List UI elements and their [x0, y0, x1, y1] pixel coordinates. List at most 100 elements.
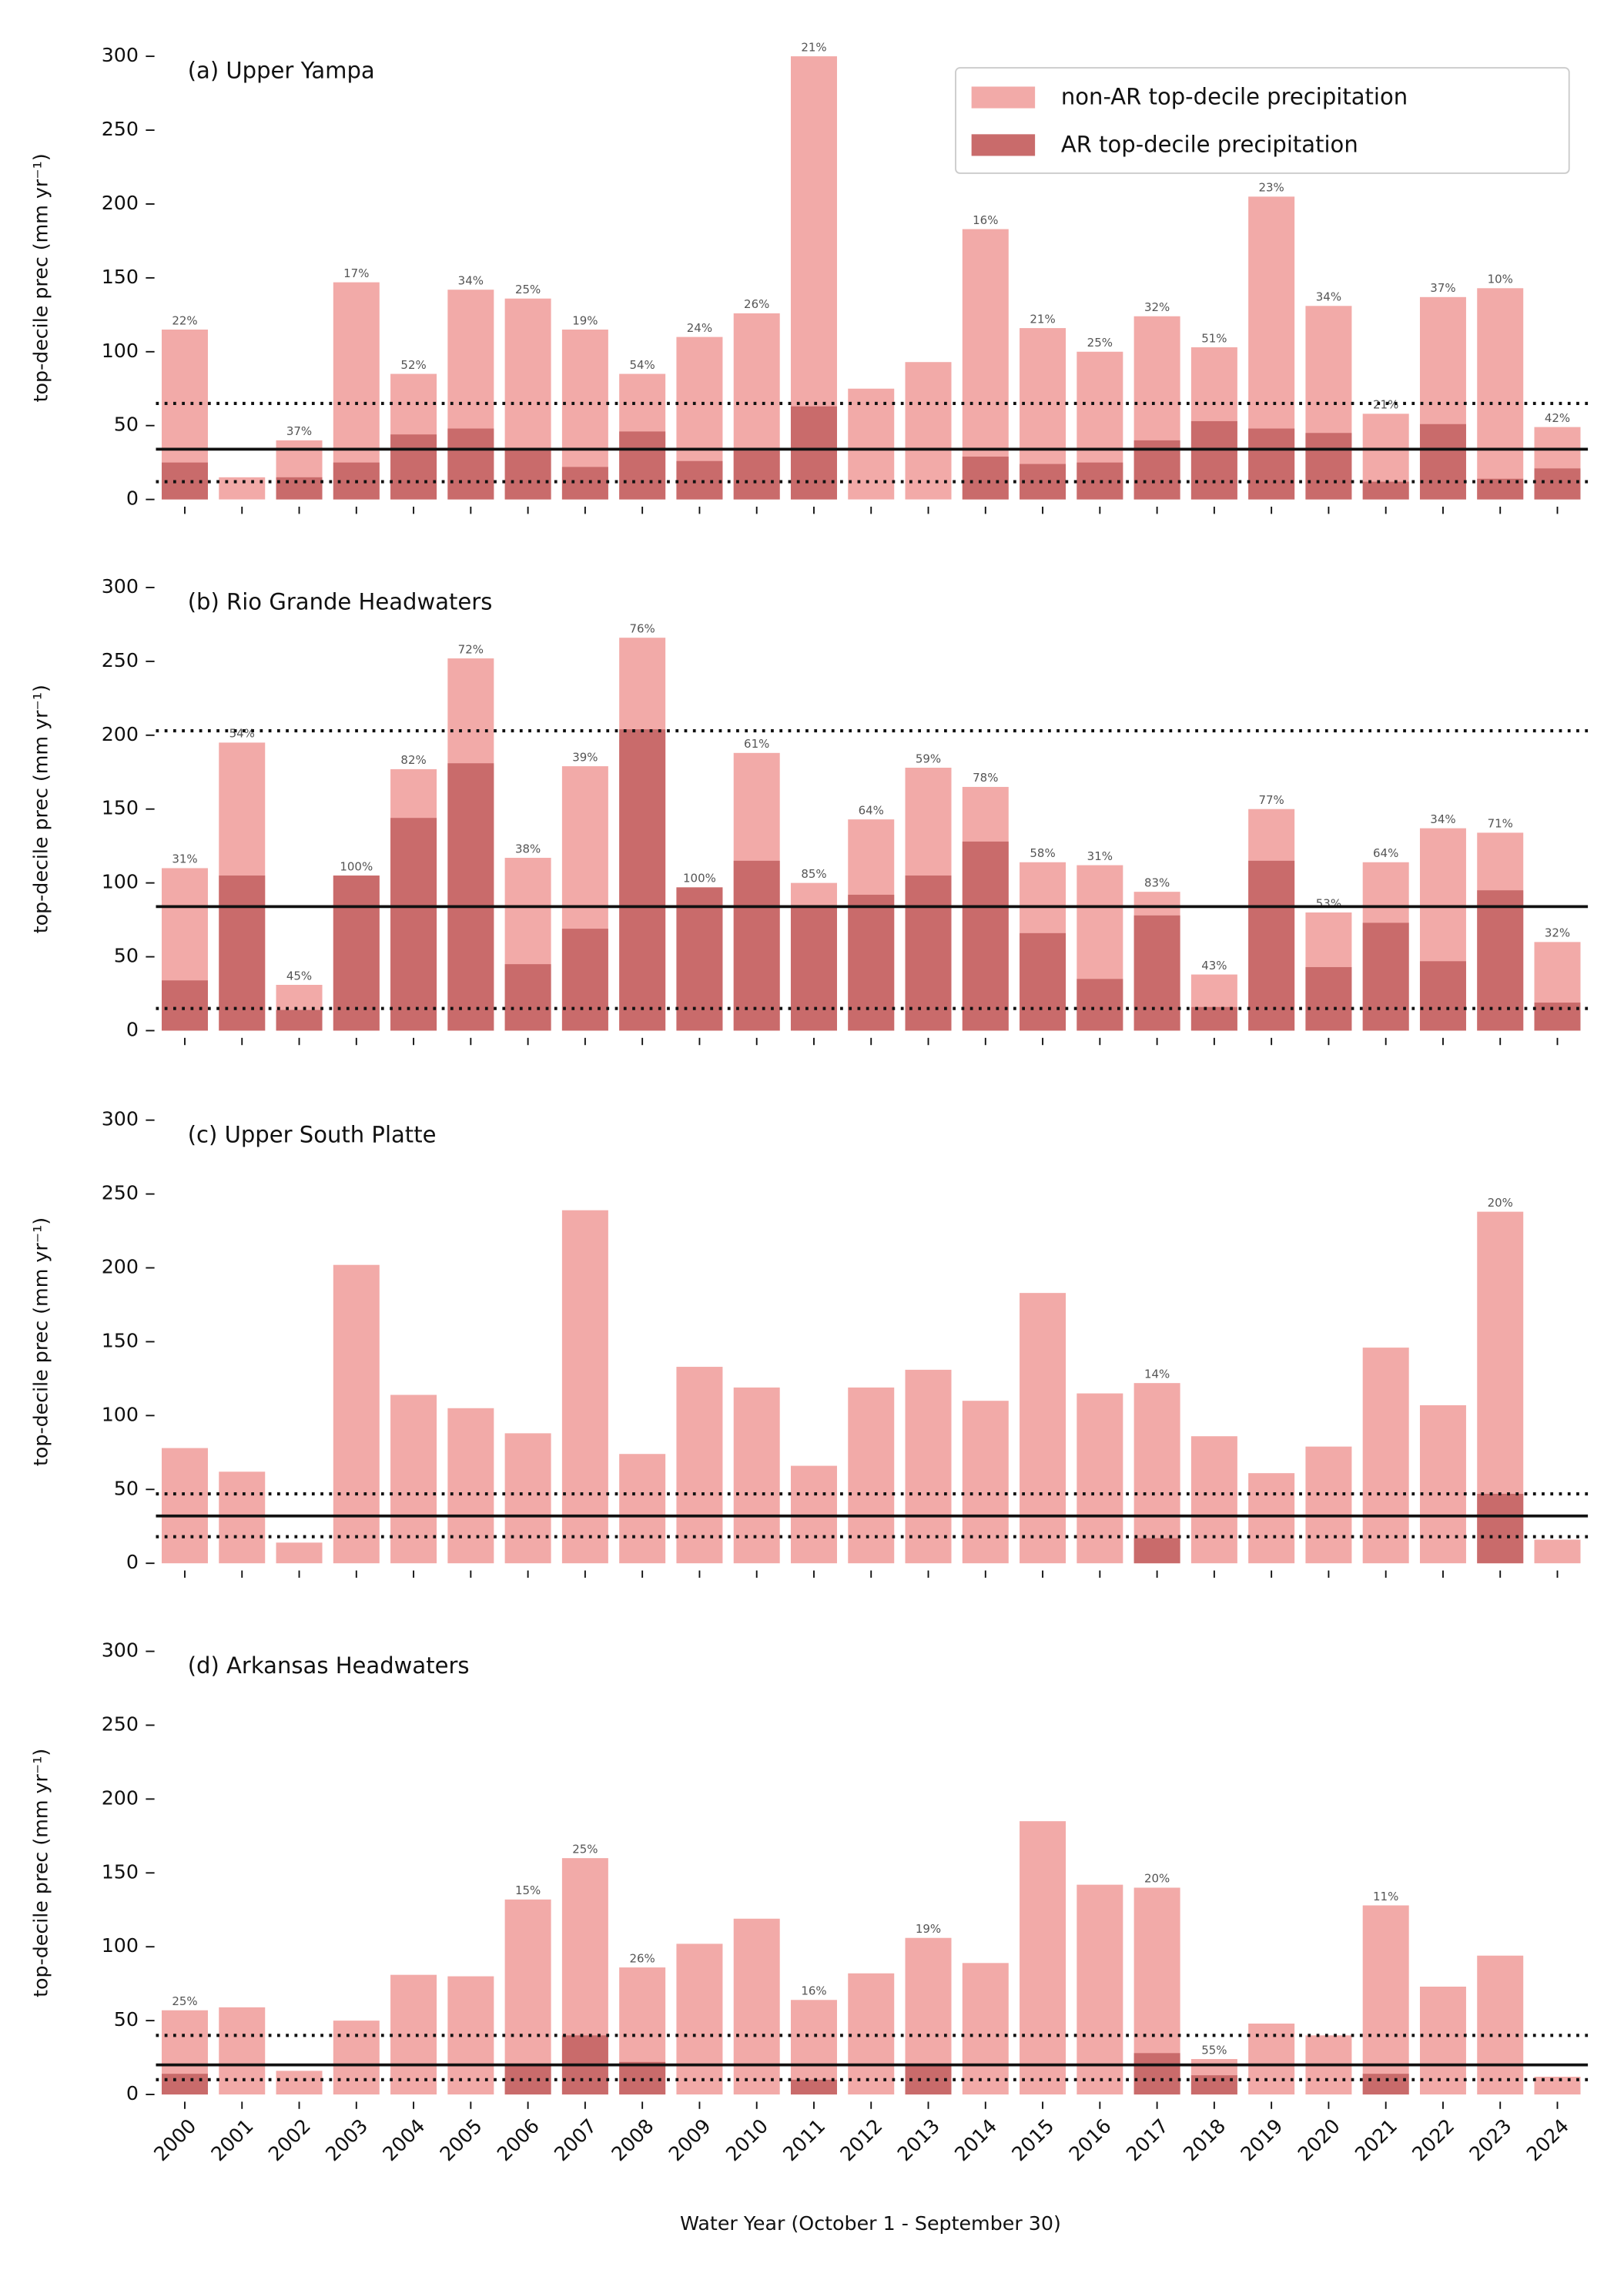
- bar-label: 64%: [1373, 846, 1398, 860]
- y-tick-label: 250: [102, 1182, 139, 1204]
- bar-label: 25%: [572, 1842, 598, 1856]
- ar-bar: [161, 980, 208, 1031]
- x-tick-label: 2023: [1465, 2114, 1516, 2165]
- y-tick-label: 0: [126, 487, 139, 510]
- bar-label: 26%: [630, 1951, 655, 1965]
- x-axis-label: Water Year (October 1 - September 30): [680, 2212, 1061, 2235]
- total-bar: [219, 1471, 266, 1564]
- y-tick-label: 150: [102, 1329, 139, 1351]
- bar-label: 32%: [1144, 300, 1170, 314]
- y-tick-label: 150: [102, 266, 139, 288]
- bar-label: 42%: [1545, 411, 1570, 425]
- bar-label: 21%: [1030, 312, 1055, 326]
- ar-bar: [276, 1009, 323, 1031]
- bar-label: 64%: [859, 803, 884, 817]
- bar-label: 59%: [916, 752, 941, 765]
- panel-title: (c) Upper South Platte: [188, 1121, 437, 1147]
- bar-label: 45%: [286, 969, 312, 983]
- ar-bar: [676, 887, 723, 1031]
- bar-label: 100%: [340, 859, 373, 873]
- legend-swatch: [971, 86, 1036, 109]
- bar-label: 22%: [172, 313, 197, 327]
- total-bar: [848, 1387, 895, 1564]
- y-tick-label: 200: [102, 1786, 139, 1809]
- ar-bar: [1248, 860, 1295, 1031]
- total-bar: [733, 1918, 780, 2095]
- bar-label: 19%: [916, 1922, 941, 1936]
- y-tick-label: 150: [102, 797, 139, 819]
- bar-label: 20%: [1144, 1872, 1170, 1886]
- total-bar: [1362, 1348, 1409, 1564]
- y-tick-label: 300: [102, 1639, 139, 1662]
- bar-label: 82%: [400, 753, 426, 767]
- total-bar: [161, 1448, 208, 1564]
- bar-label: 19%: [572, 313, 598, 327]
- bar-label: 51%: [1201, 331, 1227, 345]
- y-tick-label: 150: [102, 1860, 139, 1883]
- bar-label: 32%: [1545, 926, 1570, 940]
- x-tick-label: 2016: [1065, 2114, 1116, 2165]
- y-tick-label: 200: [102, 723, 139, 745]
- y-tick-label: 0: [126, 1018, 139, 1040]
- ar-bar: [1477, 1494, 1524, 1564]
- legend-box: [955, 67, 1570, 174]
- ar-bar: [1419, 961, 1466, 1031]
- bar-label: 15%: [515, 1883, 541, 1897]
- ar-bar: [790, 406, 837, 500]
- bar-label: 53%: [1316, 896, 1341, 910]
- bar-label: 37%: [1430, 281, 1455, 295]
- total-bar: [504, 1433, 551, 1564]
- total-bar: [905, 1369, 952, 1564]
- total-bar: [276, 1542, 323, 1564]
- total-bar: [848, 388, 895, 500]
- ar-bar: [676, 460, 723, 500]
- bar-label: 54%: [630, 358, 655, 372]
- bar-label: 39%: [572, 750, 598, 764]
- x-tick-label: 2017: [1122, 2114, 1173, 2165]
- ar-bar: [1190, 1006, 1237, 1031]
- x-tick-label: 2014: [950, 2114, 1001, 2165]
- panel-title: (a) Upper Yampa: [188, 58, 375, 84]
- y-axis-label: top-decile prec (mm yr⁻¹): [29, 685, 52, 933]
- ar-bar: [390, 818, 437, 1031]
- bar-label: 38%: [515, 842, 541, 855]
- ar-bar: [1305, 433, 1352, 500]
- bar-label: 54%: [229, 727, 255, 741]
- y-tick-label: 300: [102, 1108, 139, 1130]
- total-bar: [962, 1401, 1009, 1564]
- x-tick-label: 2004: [378, 2114, 429, 2165]
- y-tick-label: 100: [102, 871, 139, 893]
- ar-bar: [333, 876, 380, 1031]
- bar-label: 16%: [973, 213, 998, 227]
- y-tick-label: 50: [114, 945, 139, 967]
- bar-label: 34%: [1316, 290, 1341, 304]
- total-bar: [1077, 1884, 1123, 2095]
- ar-bar: [276, 477, 323, 500]
- x-tick-label: 2002: [264, 2114, 315, 2165]
- bar-label: 43%: [1201, 959, 1227, 973]
- ar-bar: [619, 431, 666, 500]
- x-tick-label: 2005: [436, 2114, 487, 2165]
- ar-bar: [1020, 932, 1066, 1031]
- total-bar: [1248, 1473, 1295, 1564]
- bar-label: 24%: [687, 321, 712, 335]
- total-bar: [333, 2021, 380, 2095]
- bar-label: 31%: [1087, 849, 1113, 863]
- total-bar: [333, 1264, 380, 1564]
- ar-bar: [1362, 2074, 1409, 2095]
- total-bar: [1133, 1383, 1180, 1564]
- x-tick-label: 2024: [1522, 2114, 1573, 2165]
- total-bar: [1477, 1955, 1524, 2095]
- ar-bar: [1534, 1003, 1581, 1031]
- bar-label: 77%: [1258, 793, 1284, 807]
- y-tick-label: 250: [102, 1713, 139, 1735]
- bar-label: 76%: [630, 621, 655, 635]
- ar-bar: [1248, 428, 1295, 500]
- x-tick-label: 2022: [1408, 2114, 1458, 2165]
- ar-bar: [447, 428, 494, 500]
- total-bar: [1477, 288, 1524, 500]
- bar-label: 23%: [1258, 181, 1284, 195]
- bar-label: 25%: [1087, 336, 1113, 350]
- y-tick-label: 50: [114, 413, 139, 436]
- bar-label: 17%: [343, 266, 369, 280]
